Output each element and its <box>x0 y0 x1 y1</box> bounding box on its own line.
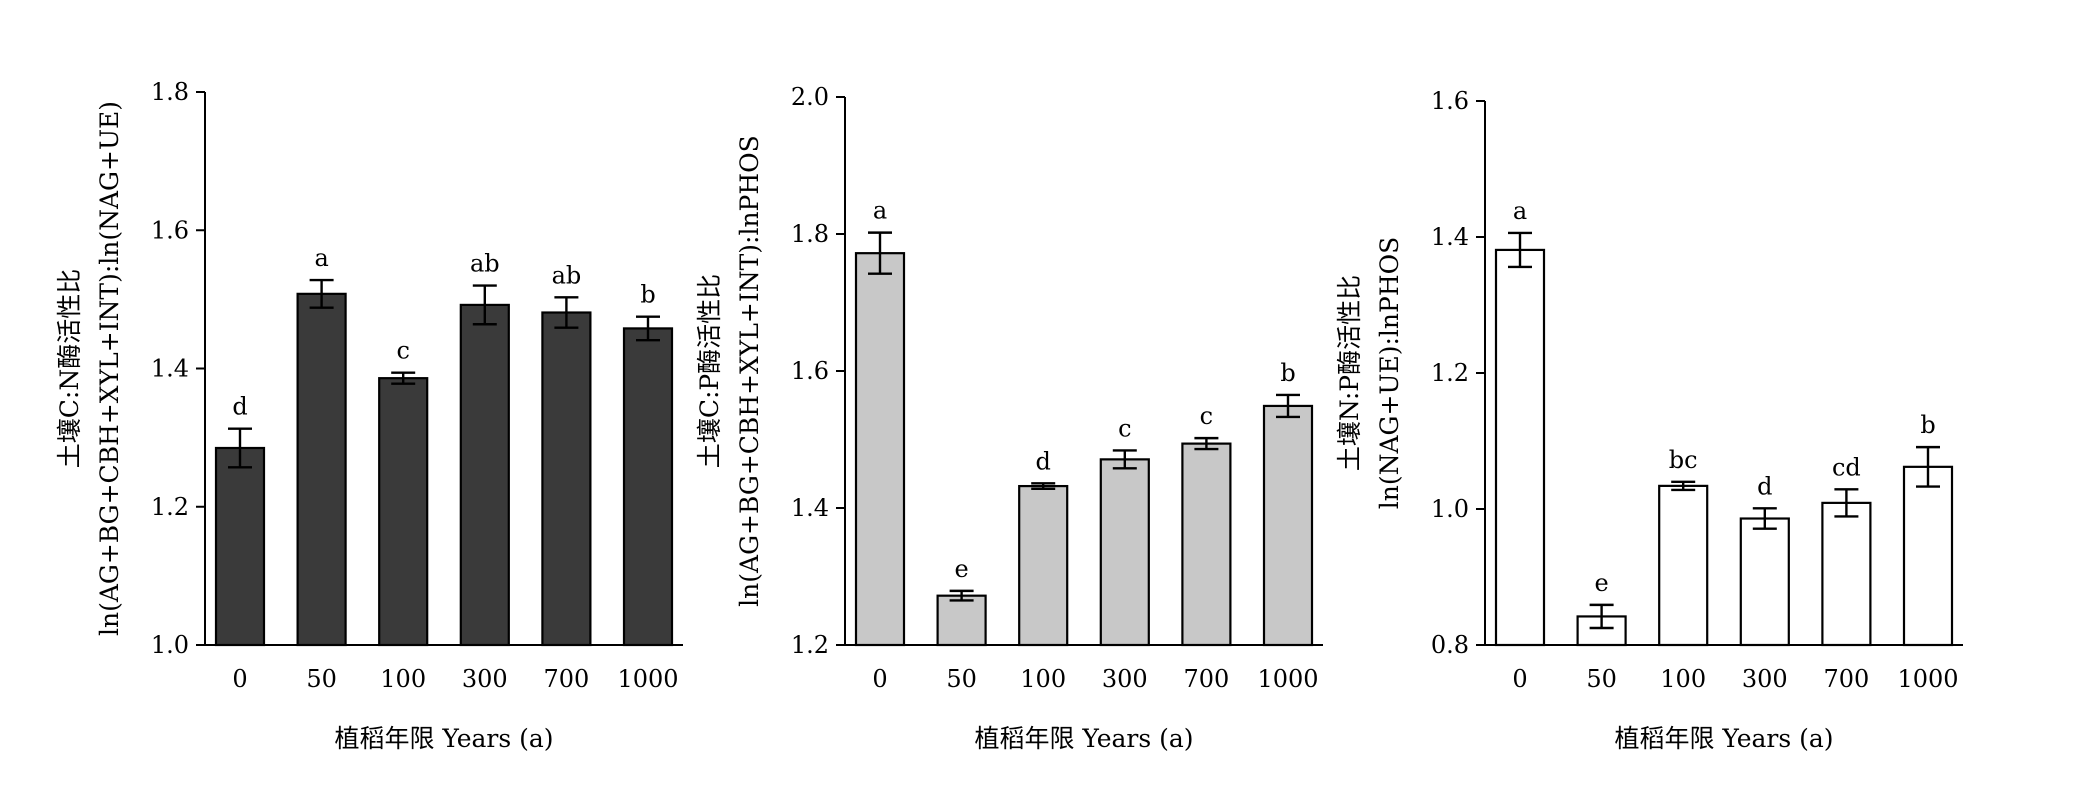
error-bar <box>472 284 497 326</box>
x-tick-label: 300 <box>462 665 508 693</box>
y-tick-label: 1.2 <box>791 631 829 659</box>
y-tick-label: 1.4 <box>151 355 189 383</box>
bar-700 <box>1821 501 1872 647</box>
significance-label: a <box>1513 197 1527 225</box>
x-tick-label: 1000 <box>1897 665 1958 693</box>
x-tick-label: 700 <box>543 665 589 693</box>
significance-label: c <box>1118 414 1131 442</box>
significance-label: d <box>1757 472 1772 500</box>
y-tick-label: 1.6 <box>1431 87 1469 115</box>
bar-300 <box>459 303 510 647</box>
y-axis-label-line-2: ln(NAG+UE):lnPHOS <box>1375 237 1404 510</box>
significance-label: b <box>640 281 655 309</box>
error-bar <box>949 589 974 602</box>
x-tick-label: 50 <box>306 665 337 693</box>
chart-panel-2: 1.2 1.4 1.6 1.8 2.0 a 0 e 50 d 100 c 300 c 700 b 1000 植稻年… <box>695 83 1323 753</box>
error-bar <box>1194 436 1219 451</box>
bar-0 <box>1494 248 1546 647</box>
x-tick-label: 700 <box>1183 665 1229 693</box>
significance-label: e <box>954 555 968 583</box>
error-bar <box>1112 449 1137 470</box>
y-tick-label: 1.6 <box>791 357 829 385</box>
error-bar <box>1276 393 1300 419</box>
bar-50 <box>936 594 987 647</box>
y-tick-label: 1.6 <box>151 216 189 244</box>
x-axis-label: 植稻年限 Years (a) <box>1614 724 1833 753</box>
bar-1000 <box>1902 465 1954 647</box>
bar-0 <box>854 252 906 647</box>
significance-label: c <box>1200 402 1213 430</box>
y-tick-label: 0.8 <box>1431 631 1469 659</box>
error-bar <box>1916 445 1940 488</box>
significance-label: cd <box>1832 453 1861 481</box>
significance-label: a <box>873 197 887 225</box>
chart-panel-1: 1.0 1.2 1.4 1.6 1.8 d 0 a 50 c 100 ab 300 ab 700 b 1000 植… <box>55 78 683 753</box>
x-tick-label: 300 <box>1102 665 1148 693</box>
significance-label: d <box>232 393 247 421</box>
error-bar <box>554 296 579 329</box>
x-tick-label: 50 <box>1586 665 1617 693</box>
error-bar <box>309 278 334 309</box>
y-tick-label: 1.0 <box>151 631 189 659</box>
x-tick-label: 100 <box>1020 665 1066 693</box>
x-axis-label: 植稻年限 Years (a) <box>974 724 1193 753</box>
error-bar <box>1031 482 1056 491</box>
bar-100 <box>378 377 429 647</box>
error-bar <box>1589 603 1614 630</box>
error-bar <box>1752 507 1777 530</box>
y-axis-label-line-1: 土壤C:P酶活性比 <box>695 274 724 468</box>
significance-label: a <box>314 244 328 272</box>
bar-1000 <box>1262 404 1314 647</box>
bar-100 <box>1018 484 1069 647</box>
error-bar <box>868 231 892 275</box>
y-tick-label: 2.0 <box>791 83 829 111</box>
error-bar <box>636 315 660 342</box>
bar-100 <box>1658 484 1709 647</box>
error-bar <box>228 427 252 469</box>
significance-label: b <box>1280 359 1295 387</box>
error-bar <box>1508 231 1532 269</box>
significance-label: c <box>396 337 409 365</box>
significance-label: bc <box>1669 446 1698 474</box>
y-tick-label: 1.4 <box>791 494 829 522</box>
bar-1000 <box>622 327 674 647</box>
significance-label: b <box>1920 411 1935 439</box>
significance-label: e <box>1594 569 1608 597</box>
x-tick-label: 0 <box>872 665 887 693</box>
x-tick-label: 100 <box>1660 665 1706 693</box>
chart-panel-3: 0.8 1.0 1.2 1.4 1.6 a 0 e 50 bc 100 d 300 cd 700 b 1000 植… <box>1335 87 1963 753</box>
significance-label: ab <box>552 261 582 289</box>
bar-700 <box>1181 442 1232 647</box>
x-tick-label: 1000 <box>617 665 678 693</box>
bar-0 <box>214 446 266 647</box>
y-axis-label-line-1: 土壤C:N酶活性比 <box>55 269 84 468</box>
x-tick-label: 0 <box>1512 665 1527 693</box>
y-tick-label: 1.0 <box>1431 495 1469 523</box>
y-axis-label-line-1: 土壤N:P酶活性比 <box>1335 275 1364 471</box>
significance-label: ab <box>470 250 500 278</box>
y-tick-label: 1.4 <box>1431 223 1469 251</box>
y-axis-label-line-2: ln(AG+BG+CBH+XYL+INT):ln(NAG+UE) <box>95 101 124 636</box>
x-tick-label: 100 <box>380 665 426 693</box>
bar-300 <box>1739 517 1790 647</box>
bar-50 <box>296 292 347 647</box>
y-tick-label: 1.2 <box>151 493 189 521</box>
x-tick-label: 700 <box>1823 665 1869 693</box>
x-tick-label: 300 <box>1742 665 1788 693</box>
x-tick-label: 0 <box>232 665 247 693</box>
bar-700 <box>541 311 592 647</box>
x-axis-label: 植稻年限 Years (a) <box>334 724 553 753</box>
y-tick-label: 1.8 <box>151 78 189 106</box>
y-tick-label: 1.8 <box>791 220 829 248</box>
x-tick-label: 50 <box>946 665 977 693</box>
error-bar <box>1834 488 1859 518</box>
significance-label: d <box>1036 447 1051 475</box>
error-bar <box>391 371 416 385</box>
bar-300 <box>1099 458 1150 647</box>
y-tick-label: 1.2 <box>1431 359 1469 387</box>
error-bar <box>1671 480 1696 492</box>
y-axis-label-line-2: ln(AG+BG+CBH+XYL+INT):lnPHOS <box>735 135 764 607</box>
x-tick-label: 1000 <box>1257 665 1318 693</box>
